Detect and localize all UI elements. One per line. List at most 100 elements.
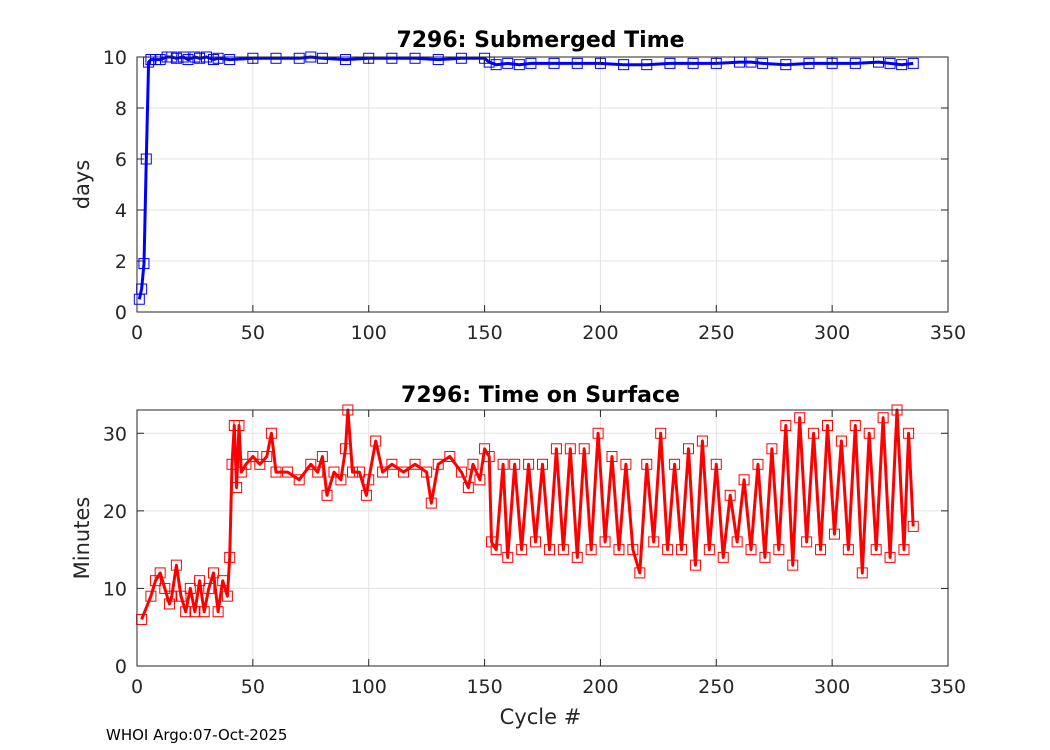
data-point: [696, 435, 708, 447]
data-point: [662, 544, 674, 556]
data-point: [557, 544, 569, 556]
data-point: [599, 536, 611, 548]
data-point: [282, 466, 294, 478]
data-point: [194, 52, 206, 64]
data-point: [270, 466, 282, 478]
data-point: [316, 52, 328, 64]
footer-credit: WHOI Argo:07-Oct-2025: [106, 726, 288, 744]
x-tick-label: 150: [466, 676, 502, 698]
y-tick-label: 0: [115, 656, 127, 678]
data-point: [550, 443, 562, 455]
data-point: [467, 458, 479, 470]
x-tick-label: 50: [241, 676, 265, 698]
data-point: [870, 544, 882, 556]
data-point: [145, 590, 157, 602]
y-tick-label: 30: [103, 423, 127, 445]
data-point: [655, 427, 667, 439]
data-point: [207, 567, 219, 579]
y-axis-label: Minutes: [70, 497, 94, 580]
data-point: [877, 412, 889, 424]
data-point: [353, 466, 365, 478]
data-point: [835, 435, 847, 447]
data-point: [502, 551, 514, 563]
data-point: [620, 458, 632, 470]
data-point: [455, 52, 467, 64]
chart-title: 7296: Submerged Time: [396, 28, 684, 53]
x-tick-label: 0: [131, 322, 143, 344]
data-point: [203, 582, 215, 594]
x-tick-label: 300: [814, 676, 850, 698]
x-tick-label: 0: [131, 676, 143, 698]
data-point: [502, 57, 514, 69]
x-tick-label: 100: [351, 322, 387, 344]
data-point: [896, 59, 908, 71]
data-point: [170, 559, 182, 571]
data-point: [752, 458, 764, 470]
data-point: [217, 575, 229, 587]
data-point: [293, 474, 305, 486]
data-point: [884, 57, 896, 69]
data-point: [421, 466, 433, 478]
data-point: [212, 606, 224, 618]
data-point: [525, 57, 537, 69]
data-point: [444, 451, 456, 463]
data-point: [175, 590, 187, 602]
data-point: [863, 427, 875, 439]
data-point: [335, 474, 347, 486]
data-point: [224, 551, 236, 563]
data-point: [425, 497, 437, 509]
x-tick-label: 250: [698, 322, 734, 344]
data-point: [808, 427, 820, 439]
y-tick-label: 2: [115, 251, 127, 273]
data-point: [907, 57, 919, 69]
data-point: [724, 489, 736, 501]
data-point: [794, 412, 806, 424]
data-point: [564, 443, 576, 455]
data-point: [641, 458, 653, 470]
data-point: [516, 544, 528, 556]
data-point: [198, 606, 210, 618]
x-tick-label: 200: [582, 322, 618, 344]
x-tick-label: 350: [930, 676, 966, 698]
data-point: [648, 536, 660, 548]
data-point: [509, 458, 521, 470]
data-point: [360, 489, 372, 501]
y-tick-label: 20: [103, 501, 127, 523]
data-point: [669, 458, 681, 470]
submerged-time-panel: 0 50 100 150 200 250 300 350 0 2 4 6 8 10 7296: Submer…: [70, 28, 966, 344]
x-tick-label: 250: [698, 676, 734, 698]
y-tick-label: 6: [115, 149, 127, 171]
data-point: [903, 427, 915, 439]
data-point: [474, 474, 486, 486]
data-point: [856, 567, 868, 579]
data-point: [537, 458, 548, 470]
data-point: [397, 466, 409, 478]
x-tick-label: 150: [466, 322, 502, 344]
data-point: [265, 427, 277, 439]
data-point: [231, 482, 243, 494]
data-point: [490, 59, 502, 71]
data-point: [548, 57, 560, 69]
data-point: [907, 520, 919, 532]
data-point: [634, 567, 646, 579]
data-point: [432, 458, 444, 470]
data-point: [154, 567, 166, 579]
data-point: [270, 52, 282, 64]
data-point: [759, 551, 771, 563]
data-point: [154, 54, 166, 66]
data-point: [386, 458, 398, 470]
data-point: [254, 458, 266, 470]
data-point: [773, 544, 785, 556]
x-tick-label: 50: [241, 322, 265, 344]
x-tick-label: 300: [814, 322, 850, 344]
x-axis-label: Cycle #: [500, 705, 582, 729]
axes-box: [136, 56, 949, 313]
data-point: [543, 544, 555, 556]
data-point: [321, 489, 333, 501]
data-point: [497, 458, 509, 470]
data-point: [898, 544, 910, 556]
plot-area: [137, 57, 948, 312]
data-point: [738, 474, 750, 486]
data-point: [571, 551, 583, 563]
